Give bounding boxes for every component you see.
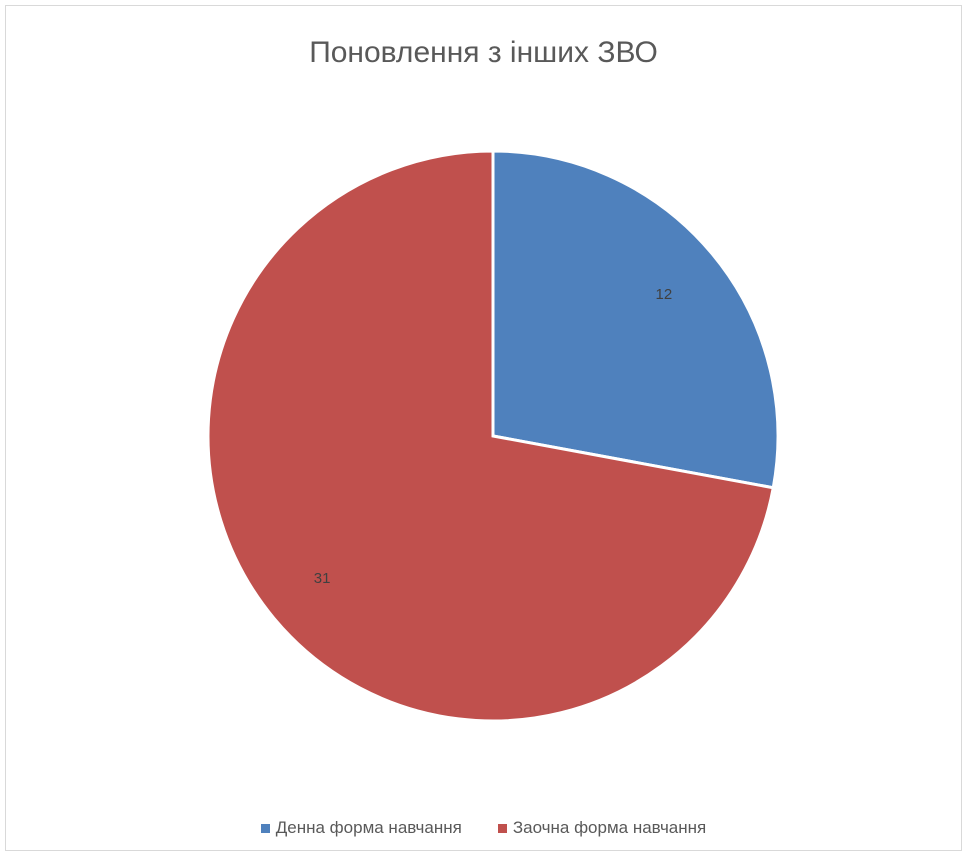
legend-swatch-extramural: [497, 823, 507, 833]
legend-item-extramural: Заочна форма навчання: [497, 818, 707, 838]
chart-title: Поновлення з інших ЗВО: [309, 36, 658, 69]
chart-area: Поновлення з інших ЗВО 12 31 Денна форма …: [5, 5, 962, 851]
legend-label-extramural: Заочна форма навчання: [512, 818, 707, 837]
legend-swatch-day: [260, 823, 270, 833]
legend-item-day: Денна форма навчання: [260, 818, 462, 838]
pie-slice-day: [491, 149, 780, 490]
pie-chart: 12 31: [206, 149, 780, 723]
legend-label-day: Денна форма навчання: [275, 818, 462, 837]
data-label-day: 12: [656, 286, 673, 303]
legend: Денна форма навчання Заочна форма навчан…: [6, 818, 961, 838]
pie-slice-extramural: [206, 149, 776, 723]
data-label-extramural: 31: [314, 570, 331, 587]
